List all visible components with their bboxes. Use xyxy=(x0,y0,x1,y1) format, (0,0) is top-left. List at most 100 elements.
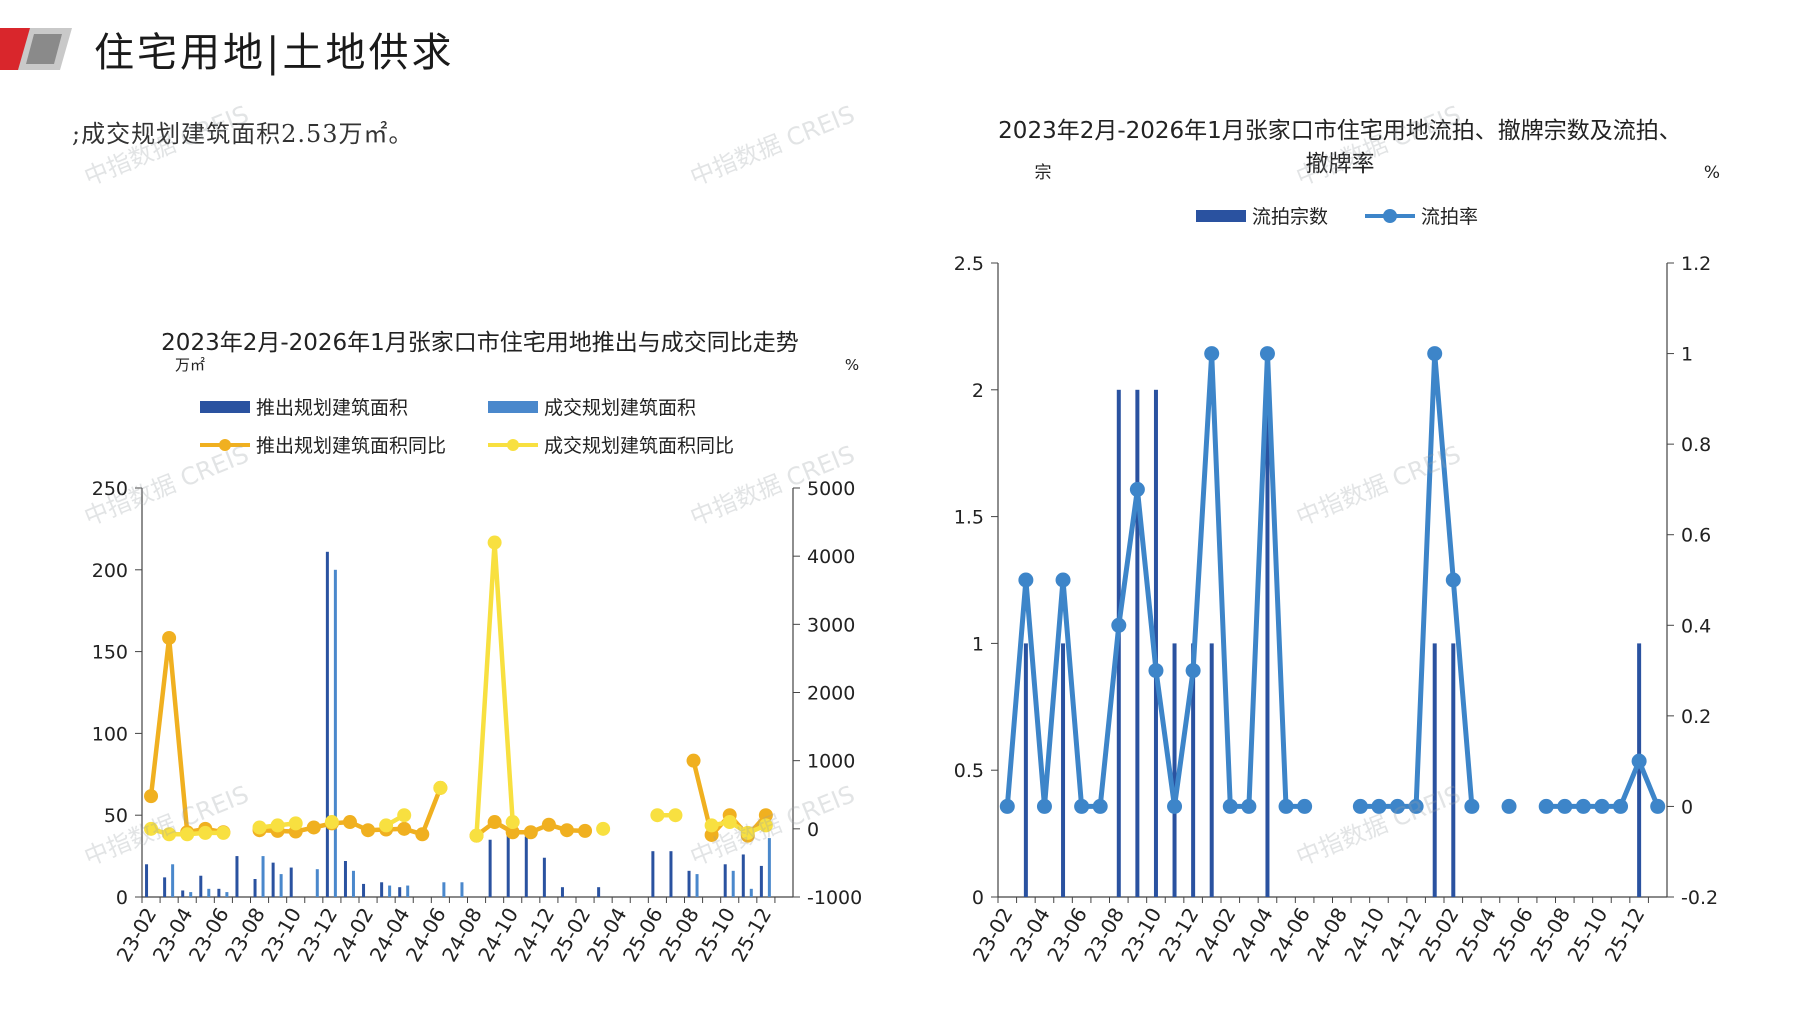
right-tick-label: 5000 xyxy=(807,478,855,500)
supply-area-bar xyxy=(181,890,185,897)
right-tick-label: 0.8 xyxy=(1681,434,1711,456)
unsold-rate-point xyxy=(1092,798,1108,814)
right-tick-label: 1000 xyxy=(807,751,855,773)
chart-title: 撤牌率 xyxy=(1306,151,1375,177)
supply-yoy-point xyxy=(523,825,538,840)
supply-area-bar xyxy=(398,887,402,897)
left-tick-label: 1.5 xyxy=(954,507,984,529)
right-tick-label: 4000 xyxy=(807,546,855,568)
deal-yoy-point xyxy=(668,808,683,823)
unsold-count-bar xyxy=(1191,643,1196,897)
right-tick-label: -0.2 xyxy=(1681,887,1718,909)
supply-area-bar xyxy=(217,888,221,897)
deal-area-bar xyxy=(351,870,355,897)
unsold-rate-point xyxy=(1259,346,1275,362)
deal-yoy-point xyxy=(650,808,665,823)
deal-area-bar xyxy=(406,885,410,897)
supply-area-bar xyxy=(235,856,239,897)
deal-area-bar xyxy=(225,892,229,897)
supply-yoy-point xyxy=(686,753,701,768)
deal-yoy-point xyxy=(758,818,773,833)
left-unit-label: 宗 xyxy=(1035,163,1052,183)
unsold-count-bar xyxy=(1023,643,1028,897)
deal-area-bar xyxy=(695,874,699,897)
supply-yoy-point xyxy=(361,823,376,838)
supply-yoy-point xyxy=(397,821,412,836)
supply-area-bar xyxy=(524,836,528,897)
unsold-rate-point xyxy=(1427,346,1443,362)
deal-yoy-point xyxy=(288,816,303,831)
supply-yoy-point xyxy=(578,823,593,838)
intro-text: ;成交规划建筑面积2.53万㎡。 xyxy=(72,120,414,148)
deal-yoy-point xyxy=(180,827,195,842)
supply-yoy-point xyxy=(758,808,773,823)
right-tick-label: -1000 xyxy=(807,887,862,909)
supply-yoy-point xyxy=(505,825,520,840)
supply-area-bar xyxy=(651,851,655,897)
unsold-rate-point xyxy=(999,798,1015,814)
legend-label: 成交规划建筑面积 xyxy=(544,397,696,419)
deal-yoy-point xyxy=(704,818,719,833)
supply-yoy-point xyxy=(559,823,574,838)
left-tick-label: 0 xyxy=(116,887,128,909)
unsold-rate-point xyxy=(1501,798,1517,814)
unsold-rate-point xyxy=(1538,798,1554,814)
unsold-count-bar xyxy=(1637,643,1642,897)
right-tick-label: 1.2 xyxy=(1681,253,1711,275)
unsold-rate-point xyxy=(1390,798,1406,814)
legend-label: 流拍率 xyxy=(1421,206,1478,228)
right-tick-label: 1 xyxy=(1681,344,1693,366)
deal-area-bar xyxy=(279,874,283,897)
deal-yoy-point xyxy=(722,815,737,830)
supply-area-bar xyxy=(199,875,203,897)
unsold-rate-point xyxy=(1557,798,1573,814)
legend-label: 流拍宗数 xyxy=(1252,206,1328,228)
unsold-count-bar xyxy=(1451,643,1456,897)
unsold-rate-point xyxy=(1650,798,1666,814)
right-unit-label: % xyxy=(1704,163,1720,183)
deal-yoy-point xyxy=(487,535,502,550)
deal-yoy-point xyxy=(469,828,484,843)
supply-area-bar xyxy=(542,857,546,897)
unsold-rate-line xyxy=(1004,351,1661,809)
left-tick-label: 0 xyxy=(972,887,984,909)
supply-area-bar xyxy=(271,862,275,897)
unsold-rate-point xyxy=(1613,798,1629,814)
unsold-rate-point xyxy=(1018,572,1034,588)
supply-area-bar xyxy=(380,882,384,897)
unsold-rate-point xyxy=(1185,663,1201,679)
left-unit-label: 万㎡ xyxy=(175,356,205,374)
unsold-rate-point xyxy=(1631,753,1647,769)
unsold-rate-point xyxy=(1036,798,1052,814)
deal-area-bar xyxy=(261,856,265,897)
deal-yoy-point xyxy=(740,825,755,840)
supply-yoy-point xyxy=(415,827,430,842)
legend-label: 推出规划建筑面积 xyxy=(256,397,408,419)
unsold-count-bar xyxy=(1432,643,1437,897)
unsold-count-bar xyxy=(1209,643,1214,897)
unsold-rate-point xyxy=(1055,572,1071,588)
deal-area-bar xyxy=(731,870,735,897)
supply-yoy-point xyxy=(487,815,502,830)
chart-title: 2023年2月-2026年1月张家口市住宅用地流拍、撤牌宗数及流拍、 xyxy=(998,118,1682,144)
deal-yoy-point xyxy=(433,780,448,795)
supply-area-bar xyxy=(325,551,329,897)
deal-yoy-point xyxy=(324,815,339,830)
unsold-rate-point xyxy=(1241,798,1257,814)
legend-label: 成交规划建筑面积同比 xyxy=(544,435,734,457)
deal-yoy-point xyxy=(596,821,611,836)
unsold-rate-point xyxy=(1594,798,1610,814)
supply-area-bar xyxy=(723,864,727,897)
supply-yoy-point xyxy=(306,820,321,835)
unsold-rate-point xyxy=(1408,798,1424,814)
deal-area-bar xyxy=(315,869,319,897)
unsold-rate-point xyxy=(1111,617,1127,633)
right-unit-label: % xyxy=(845,356,859,374)
right-tick-label: 3000 xyxy=(807,614,855,636)
right-tick-label: 0 xyxy=(1681,796,1693,818)
right-tick-label: 0.4 xyxy=(1681,615,1711,637)
left-tick-label: 1 xyxy=(972,633,984,655)
supply-area-bar xyxy=(506,834,510,897)
left-tick-label: 2 xyxy=(972,380,984,402)
